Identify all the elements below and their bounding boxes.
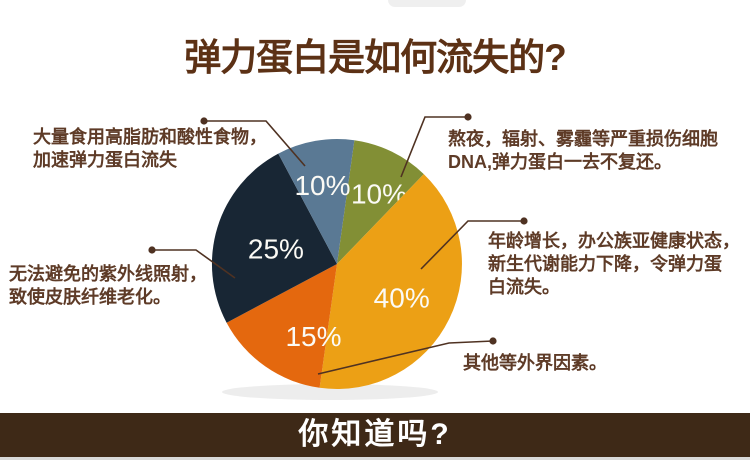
- connector-dot-top-left: [200, 117, 208, 125]
- pie-slice-label-3: 25%: [248, 234, 304, 265]
- pie-slice-label-4: 10%: [294, 170, 350, 201]
- connector-dot-mid-right: [520, 217, 528, 225]
- annotation-top-right: 熬夜，辐射、雾霾等严重损伤细胞 DNA,弹力蛋白一去不复还。: [448, 129, 718, 172]
- page-title: 弹力蛋白是如何流失的?: [184, 37, 567, 78]
- pie-slice-1: [319, 174, 462, 390]
- pie-slice-0: [337, 140, 424, 264]
- connector-line-top-right: [400, 116, 468, 178]
- annotation-top-left: 大量食用高脂肪和酸性食物， 加速弹力蛋白流失: [33, 127, 267, 170]
- annotation-bottom-right: 其他等外界因素。: [463, 353, 607, 373]
- connector-dot-bottom-right: [489, 337, 497, 345]
- footer-text: 你知道吗?: [298, 418, 452, 451]
- pie-slice-label-2: 15%: [285, 321, 341, 352]
- pie-slice-2: [226, 264, 337, 388]
- connector-dot-mid-left: [148, 246, 156, 254]
- connector-line-bottom-right: [317, 340, 494, 375]
- pie-slice-label-1: 40%: [374, 282, 430, 313]
- pie-shadow: [222, 384, 438, 400]
- annotation-mid-left: 无法避免的紫外线照射， 致使皮肤纤维老化。: [9, 264, 207, 307]
- connector-line-top-left: [204, 120, 306, 167]
- connector-line-mid-left: [152, 249, 236, 279]
- footer-banner: 你知道吗?: [0, 413, 750, 457]
- pie-slice-4: [278, 138, 355, 264]
- annotation-mid-right: 年龄增长，办公族亚健康状态， 新生代谢能力下降，令弹力蛋 白流失。: [488, 231, 740, 297]
- connector-dot-top-right: [464, 113, 472, 121]
- bottom-edge-line: [0, 457, 750, 460]
- pie-slice-3: [211, 153, 337, 323]
- scan-artifact: [388, 0, 466, 7]
- connector-line-mid-right: [420, 220, 524, 270]
